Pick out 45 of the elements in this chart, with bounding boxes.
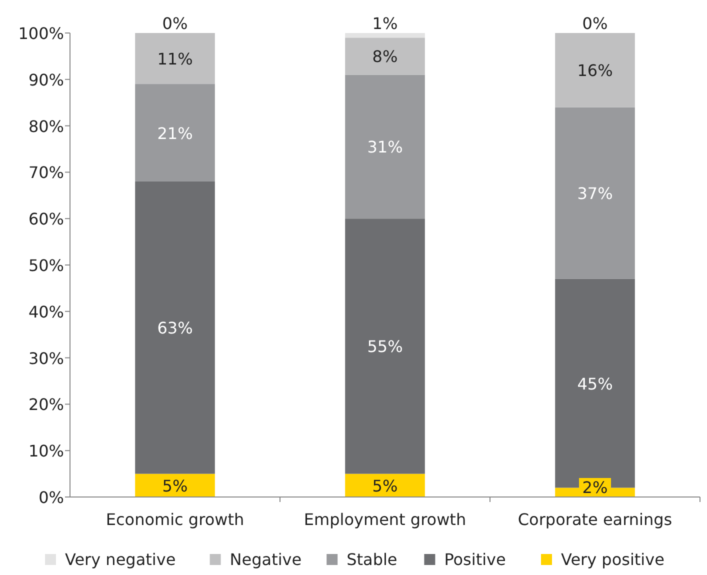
data-label: 11%	[157, 50, 193, 69]
bar	[345, 218, 425, 474]
data-label: 1%	[372, 14, 398, 33]
bar	[135, 33, 215, 84]
data-label: 2%	[582, 478, 608, 497]
legend-label: Positive	[444, 550, 506, 569]
bar	[135, 474, 215, 497]
y-tick-label: 50%	[28, 256, 64, 275]
bar	[555, 33, 635, 108]
y-tick-label: 90%	[28, 70, 64, 90]
data-label: 5%	[162, 476, 188, 496]
x-tick-label: Corporate earnings	[518, 510, 672, 529]
data-label: 45%	[577, 374, 613, 394]
data-label: 63%	[157, 318, 193, 338]
y-tick-label: 70%	[28, 163, 64, 182]
y-tick-label: 60%	[28, 210, 64, 229]
bar	[135, 84, 215, 182]
bar	[345, 33, 425, 38]
legend-label: Stable	[346, 550, 398, 569]
bar	[345, 38, 425, 75]
y-tick-label: 0%	[38, 488, 64, 507]
data-label: 37%	[577, 184, 613, 204]
legend-label: Very negative	[65, 550, 176, 569]
data-label: 0%	[162, 14, 188, 33]
bar	[345, 474, 425, 497]
data-label: 5%	[372, 476, 398, 496]
y-tick-label: 40%	[28, 302, 64, 322]
data-label: 31%	[367, 138, 403, 157]
data-label: 21%	[157, 124, 193, 143]
y-tick-label: 30%	[28, 348, 64, 368]
data-label: 8%	[372, 47, 398, 66]
y-tick-label: 10%	[28, 442, 64, 461]
data-label: 16%	[577, 61, 613, 80]
y-tick-label: 20%	[28, 395, 64, 414]
data-label: 55%	[367, 337, 403, 356]
data-label: 0%	[582, 14, 608, 33]
y-tick-label: 80%	[28, 116, 64, 136]
y-tick-label: 100%	[18, 24, 64, 43]
bar	[555, 107, 635, 279]
bar	[135, 181, 215, 474]
bar	[345, 74, 425, 219]
x-tick-label: Economic growth	[106, 510, 244, 529]
legend-label: Very positive	[561, 550, 664, 569]
x-tick-label: Employment growth	[304, 510, 466, 529]
legend-label: Negative	[230, 550, 302, 569]
